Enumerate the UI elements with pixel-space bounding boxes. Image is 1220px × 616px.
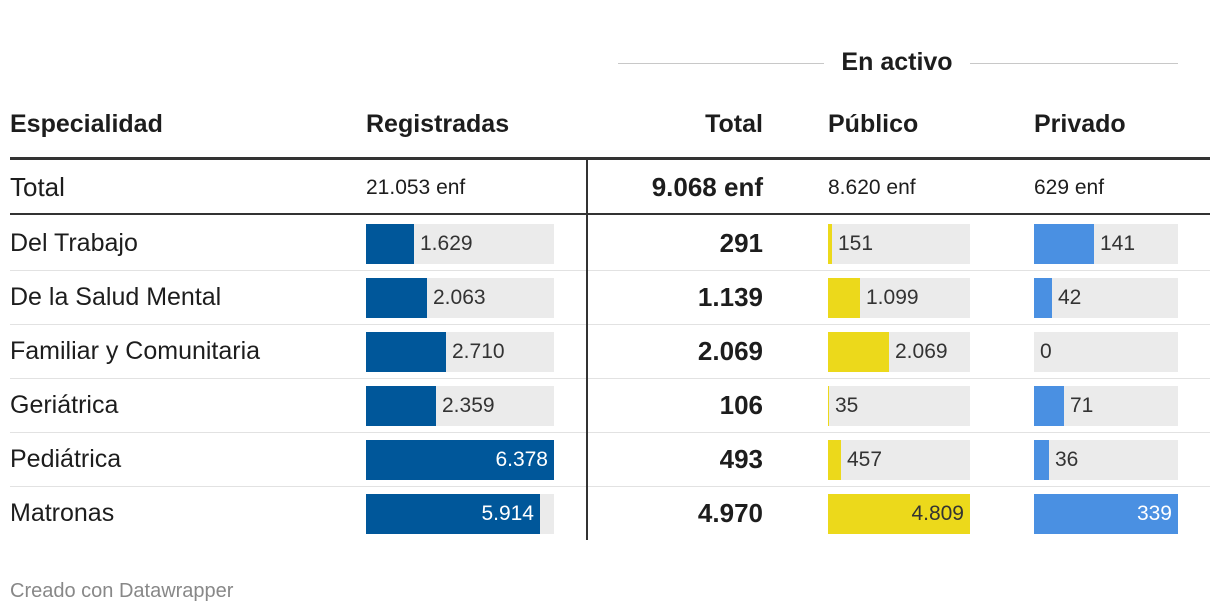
- registradas-bar: [366, 224, 414, 264]
- publico-bar-track: 2.069: [828, 332, 970, 372]
- privado-bar: [1034, 278, 1052, 318]
- row-label: Del Trabajo: [10, 229, 138, 257]
- group-header-right-rule: [970, 63, 1178, 64]
- privado-bar-track: 141: [1034, 224, 1178, 264]
- registradas-value-label: 1.629: [420, 232, 473, 255]
- publico-bar: [828, 224, 832, 264]
- group-header-label: En activo: [841, 48, 953, 76]
- registradas-value-label: 2.710: [452, 340, 505, 363]
- privado-bar: [1034, 494, 1178, 534]
- footer-credit[interactable]: Creado con Datawrapper: [10, 580, 234, 602]
- publico-bar-track: 457: [828, 440, 970, 480]
- publico-bar: [828, 386, 829, 426]
- privado-value-label: 36: [1055, 448, 1079, 471]
- row-label: Geriátrica: [10, 391, 119, 419]
- row-total: 4.970: [697, 498, 763, 528]
- registradas-bar: [366, 494, 540, 534]
- registradas-bar-track: 2.359: [366, 386, 554, 426]
- total-row-privado: 629 enf: [1034, 176, 1105, 199]
- registradas-bar-track: 5.914: [366, 494, 554, 534]
- privado-bar-track: 42: [1034, 278, 1178, 318]
- registradas-bar: [366, 440, 554, 480]
- registradas-bar: [366, 386, 436, 426]
- publico-bar: [828, 494, 970, 534]
- row-label: Pediátrica: [10, 445, 122, 473]
- row-divider: [10, 270, 1210, 271]
- registradas-value-label: 2.359: [442, 394, 495, 417]
- privado-bar: [1034, 440, 1049, 480]
- registradas-bar-track: 2.710: [366, 332, 554, 372]
- total-row-publico: 8.620 enf: [828, 176, 916, 199]
- row-divider: [10, 378, 1210, 379]
- row-total: 1.139: [697, 282, 763, 312]
- registradas-bar-track: 6.378: [366, 440, 554, 480]
- publico-value-label: 457: [847, 448, 883, 471]
- column-header-privado[interactable]: Privado: [1034, 110, 1126, 138]
- column-header-registradas[interactable]: Registradas: [366, 110, 510, 138]
- publico-bar: [828, 440, 841, 480]
- publico-bar: [828, 332, 889, 372]
- registradas-bar-track: 1.629: [366, 224, 554, 264]
- publico-value-label: 2.069: [895, 340, 948, 363]
- publico-value-label: 151: [838, 232, 874, 255]
- row-label: De la Salud Mental: [10, 283, 222, 311]
- row-divider: [10, 486, 1210, 487]
- row-total: 291: [719, 228, 763, 258]
- privado-value-label: 339: [1136, 502, 1172, 525]
- registradas-value-label: 6.378: [495, 448, 548, 471]
- row-label: Familiar y Comunitaria: [10, 337, 261, 365]
- privado-value-label: 0: [1040, 340, 1052, 363]
- registradas-value-label: 2.063: [433, 286, 486, 309]
- privado-bar-track: 0: [1034, 332, 1178, 372]
- registradas-bar: [366, 278, 427, 318]
- total-row-total: 9.068 enf: [651, 172, 763, 202]
- row-divider: [10, 432, 1210, 433]
- publico-value-label: 4.809: [911, 502, 964, 525]
- publico-bar-track: 151: [828, 224, 970, 264]
- privado-bar: [1034, 386, 1064, 426]
- privado-value-label: 141: [1100, 232, 1136, 255]
- registradas-bar-track: 2.063: [366, 278, 554, 318]
- total-row-label: Total: [10, 172, 65, 202]
- row-label: Matronas: [10, 499, 115, 527]
- publico-value-label: 1.099: [866, 286, 919, 309]
- column-separator: [586, 160, 588, 540]
- row-total: 493: [719, 444, 763, 474]
- row-divider: [10, 324, 1210, 325]
- privado-value-label: 42: [1058, 286, 1082, 309]
- privado-bar-track: 36: [1034, 440, 1178, 480]
- publico-bar-track: 4.809: [828, 494, 970, 534]
- row-total: 106: [719, 390, 763, 420]
- row-total: 2.069: [697, 336, 763, 366]
- en-activo-group-header: En activo: [618, 46, 1178, 80]
- privado-bar: [1034, 224, 1094, 264]
- privado-bar-track: 71: [1034, 386, 1178, 426]
- header-rule: [10, 157, 1210, 160]
- column-header-especialidad[interactable]: Especialidad: [10, 110, 163, 138]
- privado-value-label: 71: [1070, 394, 1094, 417]
- registradas-value-label: 5.914: [481, 502, 534, 525]
- total-row-registradas: 21.053 enf: [366, 176, 466, 199]
- column-header-total[interactable]: Total: [705, 110, 763, 138]
- publico-bar-track: 35: [828, 386, 970, 426]
- privado-bar-track: 339: [1034, 494, 1178, 534]
- group-header-left-rule: [618, 63, 824, 64]
- registradas-bar: [366, 332, 446, 372]
- publico-bar-track: 1.099: [828, 278, 970, 318]
- publico-bar: [828, 278, 860, 318]
- publico-value-label: 35: [835, 394, 859, 417]
- column-header-publico[interactable]: Público: [828, 110, 919, 138]
- total-row-rule: [10, 213, 1210, 215]
